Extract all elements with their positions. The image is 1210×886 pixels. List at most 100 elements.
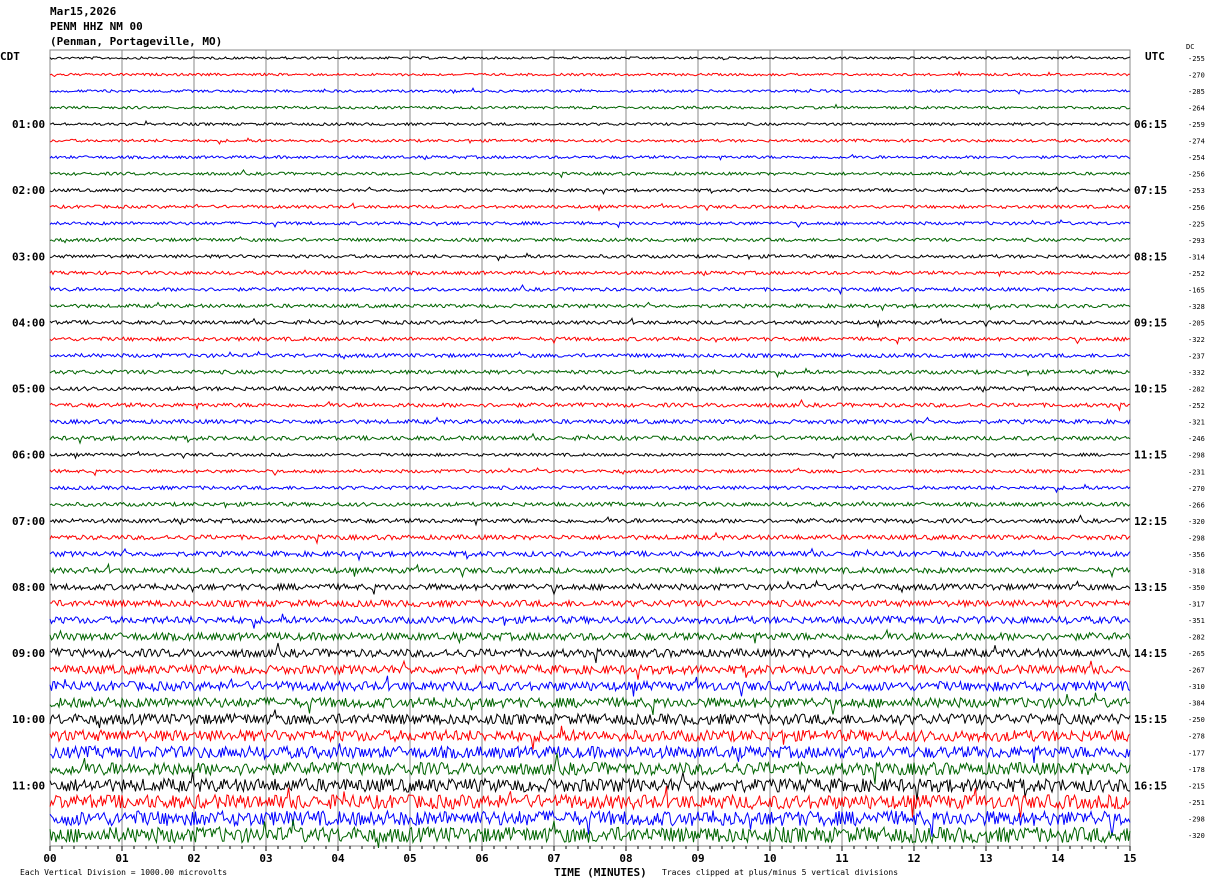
dc-offset-label: -320 <box>1188 518 1205 526</box>
trace <box>50 252 1131 262</box>
trace <box>49 301 1131 312</box>
trace <box>49 753 1131 785</box>
dc-offset-label: -298 <box>1188 452 1205 460</box>
dc-offset-label: -274 <box>1188 138 1205 146</box>
trace <box>49 219 1131 229</box>
trace <box>49 692 1131 715</box>
dc-offset-label: -384 <box>1188 700 1205 708</box>
x-tick-label: 10 <box>763 852 776 865</box>
dc-offset-label: -237 <box>1188 353 1205 361</box>
trace <box>49 675 1131 697</box>
x-tick-label: 02 <box>187 852 200 865</box>
dc-offset-label: -255 <box>1188 55 1205 63</box>
trace <box>49 483 1131 494</box>
dc-label: DC <box>1186 43 1195 51</box>
trace <box>49 367 1131 379</box>
dc-offset-label: -215 <box>1188 782 1205 790</box>
trace <box>49 467 1131 477</box>
x-tick-label: 12 <box>907 852 920 865</box>
dc-offset-label: -270 <box>1188 72 1205 80</box>
right-hour-label: 10:15 <box>1134 383 1167 396</box>
trace <box>49 709 1131 729</box>
dc-offset-label: -350 <box>1188 584 1205 592</box>
dc-offset-label: -318 <box>1188 567 1205 575</box>
dc-offset-label: -252 <box>1188 402 1205 410</box>
trace <box>49 743 1131 763</box>
trace <box>49 598 1131 609</box>
dc-offset-label: -356 <box>1188 551 1205 559</box>
right-hour-label: 09:15 <box>1134 316 1167 329</box>
dc-offset-label: -265 <box>1188 650 1205 658</box>
right-hour-label: 07:15 <box>1134 184 1167 197</box>
x-tick-label: 06 <box>475 852 489 865</box>
left-hour-label: 03:00 <box>12 250 45 263</box>
trace <box>49 819 1131 848</box>
dc-offset-label: -322 <box>1188 336 1205 344</box>
clip-note: Traces clipped at plus/minus 5 vertical … <box>662 868 899 877</box>
dc-offset-label: -321 <box>1188 419 1205 427</box>
trace <box>49 786 1131 818</box>
dc-offset-label: -328 <box>1188 303 1205 311</box>
trace <box>49 531 1131 546</box>
dc-offset-label: -256 <box>1188 171 1205 179</box>
date-label: Mar15,2026 <box>50 5 117 18</box>
trace <box>49 725 1131 750</box>
trace <box>49 350 1131 360</box>
left-timezone: CDT <box>0 50 20 63</box>
right-timezone: UTC <box>1145 50 1165 63</box>
trace <box>49 202 1131 212</box>
dc-offset-label: -177 <box>1188 749 1205 757</box>
x-tick-label: 07 <box>547 852 560 865</box>
dc-offset-label: -254 <box>1188 154 1205 162</box>
trace <box>49 384 1131 393</box>
location-label: (Penman, Portageville, MO) <box>50 35 223 48</box>
trace <box>49 269 1131 278</box>
left-hour-label: 11:00 <box>12 779 45 792</box>
trace <box>49 562 1131 579</box>
right-hour-label: 08:15 <box>1134 250 1167 263</box>
x-tick-label: 09 <box>691 852 704 865</box>
left-hour-label: 01:00 <box>12 118 45 131</box>
left-hour-label: 04:00 <box>12 316 45 329</box>
x-tick-label: 14 <box>1051 852 1065 865</box>
trace <box>49 416 1131 425</box>
left-hour-label: 06:00 <box>12 449 45 462</box>
dc-offset-label: -252 <box>1188 270 1205 278</box>
dc-offset-label: -256 <box>1188 204 1205 212</box>
dc-offset-label: -320 <box>1188 832 1205 840</box>
left-hour-label: 05:00 <box>12 383 45 396</box>
x-axis-label: TIME (MINUTES) <box>554 866 647 879</box>
dc-offset-label: -285 <box>1188 88 1205 96</box>
trace <box>49 70 1130 78</box>
x-tick-label: 04 <box>331 852 345 865</box>
x-tick-label: 15 <box>1123 852 1136 865</box>
dc-offset-label: -178 <box>1188 766 1205 774</box>
dc-offset-label: -231 <box>1188 468 1205 476</box>
dc-offset-label: -253 <box>1188 187 1205 195</box>
right-hour-label: 16:15 <box>1134 779 1167 792</box>
x-tick-label: 11 <box>835 852 849 865</box>
x-tick-label: 08 <box>619 852 632 865</box>
x-tick-label: 13 <box>979 852 992 865</box>
trace <box>49 87 1131 95</box>
dc-offset-label: -282 <box>1188 634 1205 642</box>
x-tick-label: 01 <box>115 852 129 865</box>
trace <box>49 169 1131 179</box>
trace <box>49 642 1131 664</box>
trace <box>49 119 1131 127</box>
left-hour-label: 10:00 <box>12 713 45 726</box>
dc-offset-label: -205 <box>1188 319 1205 327</box>
trace <box>49 335 1130 346</box>
trace <box>49 628 1131 645</box>
station-label: PENM HHZ NM 00 <box>50 20 143 33</box>
trace <box>49 103 1131 110</box>
trace <box>49 450 1131 460</box>
dc-offset-label: -251 <box>1188 799 1205 807</box>
dc-offset-label: -225 <box>1188 220 1205 228</box>
dc-offset-label: -293 <box>1188 237 1205 245</box>
dc-offset-label: -282 <box>1188 386 1205 394</box>
x-tick-label: 05 <box>403 852 416 865</box>
trace <box>49 236 1131 244</box>
left-hour-label: 09:00 <box>12 647 45 660</box>
